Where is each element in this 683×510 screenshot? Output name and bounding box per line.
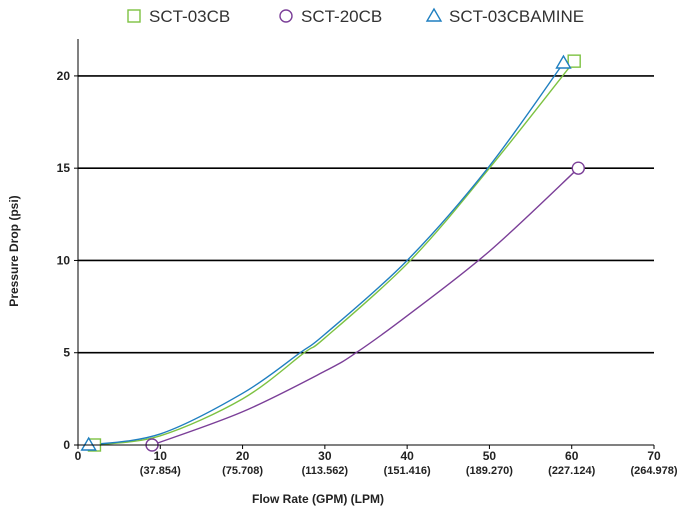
legend-marker-sct-03cbamine [425,7,443,22]
y-tick-label: 5 [63,346,70,360]
x-tick-sublabel: (151.416) [384,465,431,477]
x-tick-label: 20 [236,449,250,463]
legend-label-sct-03cbamine: SCT-03CBAMINE [449,7,584,26]
x-tick-label: 30 [318,449,332,463]
y-axis-ticks: 0 5 10 15 20 [57,69,78,452]
x-tick-sublabel: (264.978) [630,465,677,477]
series-marker-sct-03cb [567,54,581,68]
series-marker-sct-03cbamine [80,436,97,451]
series-line-sct-03cb [94,60,575,446]
x-tick-sublabel: (189.270) [466,465,513,477]
y-tick-label: 10 [57,253,71,267]
x-tick-label: 70 [647,449,661,463]
x-tick-label: 40 [400,449,414,463]
gridlines [78,75,654,354]
series-marker-sct-03cbamine [555,54,572,69]
legend-marker-sct-03cb [127,9,141,23]
legend-label-sct-03cb: SCT-03CB [149,7,230,26]
y-axis-title: Pressure Drop (psi) [7,195,21,306]
series-marker-sct-20cb [571,161,585,175]
x-tick-sublabel: (227.124) [548,465,595,477]
x-tick-sublabel: (113.562) [302,465,349,477]
series-line-sct-20cb [151,167,579,446]
x-axis-ticks: 0 10 (37.854) 20 (75.708) 30 (113.562) 40 (151.4… [75,445,678,477]
series-layer [80,54,585,452]
y-tick-label: 0 [63,438,70,452]
series-line-sct-03cbamine [88,62,565,446]
legend-label-sct-20cb: SCT-20CB [301,7,382,26]
x-tick-label: 50 [483,449,497,463]
x-tick-label: 60 [565,449,579,463]
y-tick-label: 20 [57,69,71,83]
axes [77,39,654,446]
x-tick-sublabel: (37.854) [140,465,181,477]
x-tick-sublabel: (75.708) [222,465,263,477]
legend: SCT-03CB SCT-20CB SCT-03CBAMINE [127,7,584,26]
x-axis-title: Flow Rate (GPM) (LPM) [252,492,384,506]
legend-marker-sct-20cb [279,9,293,23]
y-tick-label: 15 [57,161,71,175]
x-tick-label: 0 [75,449,82,463]
x-tick-label: 10 [154,449,168,463]
